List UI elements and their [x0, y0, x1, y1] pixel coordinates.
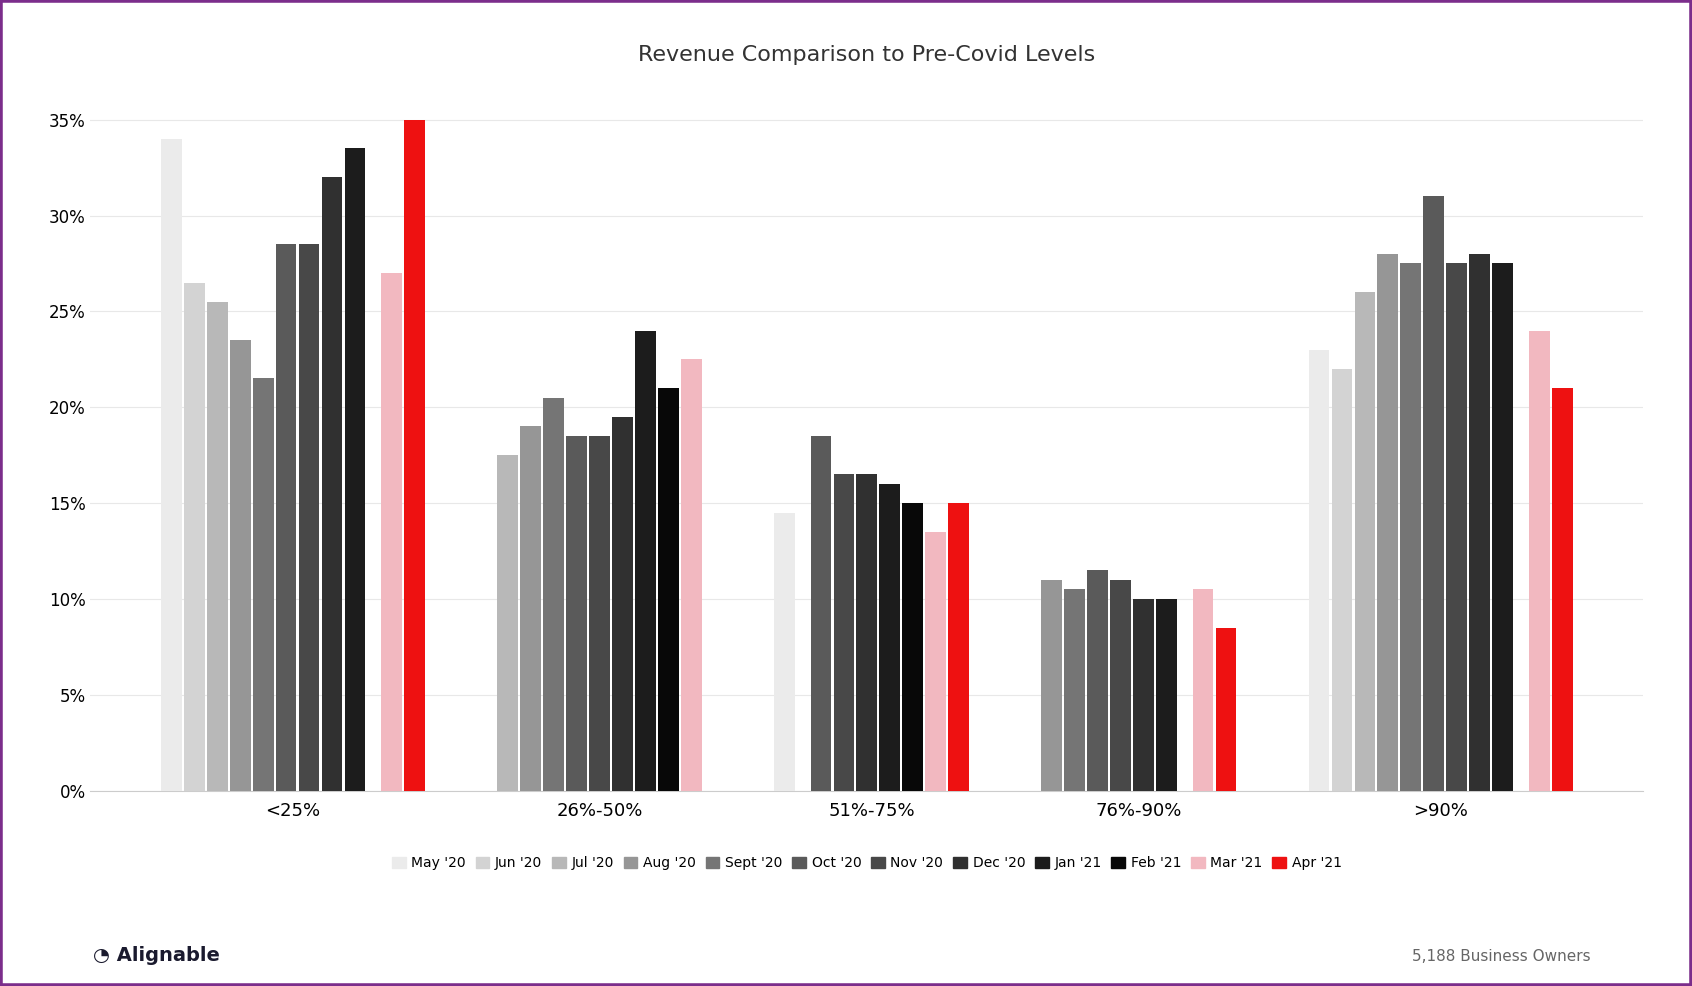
- Bar: [948, 503, 970, 791]
- Bar: [1308, 350, 1330, 791]
- Bar: [543, 397, 563, 791]
- Bar: [1423, 196, 1443, 791]
- Bar: [230, 340, 250, 791]
- Legend: May '20, Jun '20, Jul '20, Aug '20, Sept '20, Oct '20, Nov '20, Dec '20, Jan '21: May '20, Jun '20, Jul '20, Aug '20, Sept…: [386, 851, 1347, 876]
- Bar: [1156, 599, 1176, 791]
- Bar: [1041, 580, 1063, 791]
- Bar: [856, 474, 876, 791]
- Bar: [834, 474, 854, 791]
- Bar: [880, 484, 900, 791]
- Bar: [902, 503, 924, 791]
- Bar: [773, 513, 795, 791]
- Bar: [497, 456, 518, 791]
- Bar: [321, 177, 342, 791]
- Bar: [184, 283, 205, 791]
- Bar: [589, 436, 609, 791]
- Text: 5,188 Business Owners: 5,188 Business Owners: [1411, 950, 1590, 964]
- Bar: [567, 436, 587, 791]
- Bar: [680, 359, 702, 791]
- Bar: [1355, 292, 1376, 791]
- Bar: [1447, 263, 1467, 791]
- Bar: [519, 426, 541, 791]
- Bar: [1530, 330, 1550, 791]
- Text: ◔ Alignable: ◔ Alignable: [93, 947, 220, 965]
- Bar: [1134, 599, 1154, 791]
- Bar: [1064, 590, 1085, 791]
- Bar: [345, 149, 365, 791]
- Bar: [613, 417, 633, 791]
- Bar: [1088, 570, 1108, 791]
- Bar: [634, 330, 656, 791]
- Bar: [276, 245, 296, 791]
- Bar: [404, 119, 425, 791]
- Bar: [1215, 628, 1237, 791]
- Title: Revenue Comparison to Pre-Covid Levels: Revenue Comparison to Pre-Covid Levels: [638, 44, 1095, 64]
- Bar: [926, 531, 946, 791]
- Bar: [810, 436, 831, 791]
- Bar: [1193, 590, 1213, 791]
- Bar: [1552, 388, 1572, 791]
- Bar: [1492, 263, 1513, 791]
- Bar: [1332, 369, 1352, 791]
- Bar: [206, 302, 228, 791]
- Bar: [381, 273, 403, 791]
- Bar: [1401, 263, 1421, 791]
- Bar: [252, 379, 274, 791]
- Bar: [299, 245, 320, 791]
- Bar: [1377, 254, 1398, 791]
- Bar: [658, 388, 678, 791]
- Bar: [161, 139, 181, 791]
- Bar: [1110, 580, 1130, 791]
- Bar: [1469, 254, 1491, 791]
